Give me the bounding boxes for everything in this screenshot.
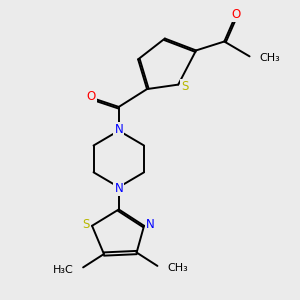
Text: N: N [114, 123, 123, 136]
Text: N: N [146, 218, 155, 231]
Text: H₃C: H₃C [53, 265, 74, 275]
Text: CH₃: CH₃ [259, 53, 280, 63]
Text: S: S [82, 218, 89, 231]
Text: O: O [232, 8, 241, 21]
Text: CH₃: CH₃ [167, 263, 188, 273]
Text: S: S [181, 80, 188, 93]
Text: N: N [114, 182, 123, 195]
Text: O: O [86, 90, 96, 103]
